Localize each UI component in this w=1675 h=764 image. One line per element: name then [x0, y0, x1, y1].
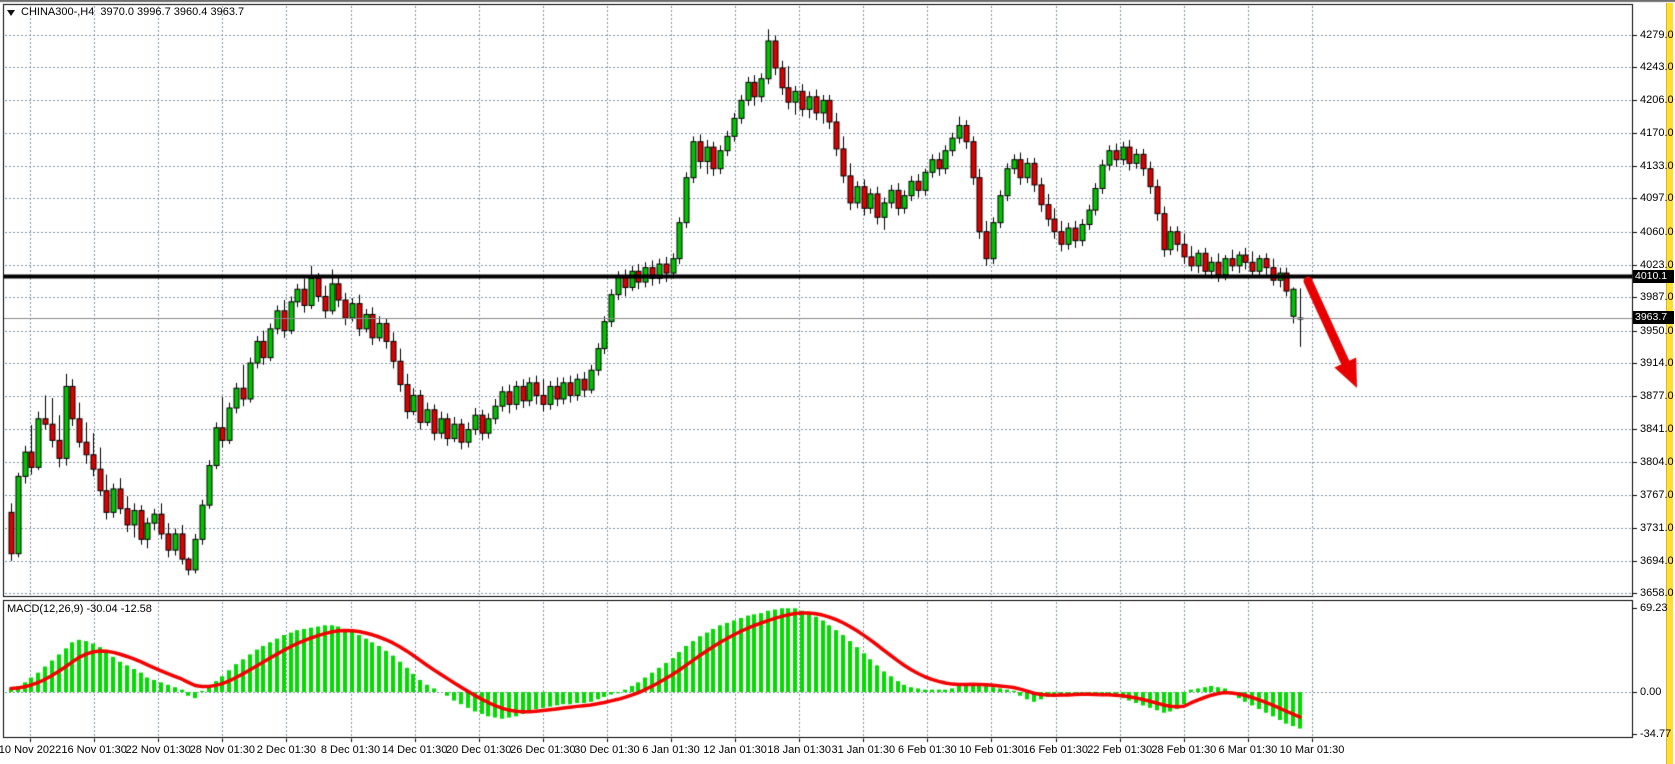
price-tick-label: 4023.0 — [1640, 258, 1674, 271]
time-tick-label: 31 Jan 01:30 — [831, 744, 896, 756]
ohlc-values: 3970.0 3996.7 3960.4 3963.7 — [100, 6, 245, 18]
time-tick-label: 18 Jan 01:30 — [767, 744, 831, 756]
time-tick-label: 22 Feb 01:30 — [1087, 744, 1153, 756]
price-tick-label: 3841.0 — [1640, 422, 1674, 435]
time-tick-label: 10 Mar 01:30 — [1279, 744, 1345, 756]
macd-tick-label: 69.23 — [1640, 602, 1668, 614]
price-tick-label: 3658.0 — [1640, 587, 1674, 600]
price-tick-label: 4279.0 — [1640, 28, 1674, 41]
price-tick-label: 3877.0 — [1640, 390, 1674, 403]
time-tick-label: 28 Feb 01:30 — [1151, 744, 1217, 756]
time-tick-label: 6 Mar 01:30 — [1218, 744, 1278, 756]
price-tick-label: 3950.0 — [1640, 324, 1674, 337]
price-tick-label: 3987.0 — [1640, 291, 1674, 304]
macd-indicator-label: MACD(12,26,9) -30.04 -12.58 — [7, 603, 152, 615]
time-tick-label: 30 Dec 01:30 — [574, 744, 640, 756]
time-tick-label: 16 Nov 01:30 — [61, 744, 127, 756]
price-tick-label: 4097.0 — [1640, 192, 1674, 205]
symbol-label: CHINA300-,H4 — [21, 6, 95, 18]
time-tick-label: 12 Jan 01:30 — [703, 744, 767, 756]
price-tick-label: 3694.0 — [1640, 554, 1674, 567]
hline-price-tag: 4010.1 — [1633, 269, 1674, 283]
time-tick-label: 2 Dec 01:30 — [256, 744, 317, 756]
time-tick-label: 20 Dec 01:30 — [445, 744, 512, 756]
time-tick-label: 26 Dec 01:30 — [510, 744, 576, 756]
price-tick-label: 4170.0 — [1640, 126, 1674, 139]
price-tick-label: 3914.0 — [1640, 357, 1674, 370]
current-price-tag: 3963.7 — [1633, 311, 1674, 325]
time-tick-label: 6 Feb 01:30 — [898, 744, 957, 756]
price-tick-label: 4133.0 — [1640, 160, 1674, 173]
time-tick-label: 14 Dec 01:30 — [381, 744, 448, 756]
symbol-dropdown-icon[interactable] — [7, 9, 15, 16]
right-edge-stripe — [1666, 3, 1673, 764]
price-tick-label: 3767.0 — [1640, 489, 1674, 502]
price-tick-label: 3804.0 — [1640, 455, 1674, 468]
time-tick-label: 10 Nov 2022 — [0, 744, 62, 756]
time-tick-label: 10 Feb 01:30 — [959, 744, 1024, 756]
macd-tick-label: 0.00 — [1640, 686, 1662, 699]
chart-title: CHINA300-,H4 3970.0 3996.7 3960.4 3963.7 — [7, 6, 244, 18]
price-tick-label: 4206.0 — [1640, 94, 1674, 107]
macd-tick-label: -34.77 — [1640, 728, 1672, 741]
time-tick-label: 16 Feb 01:30 — [1023, 744, 1089, 756]
time-tick-label: 22 Nov 01:30 — [125, 744, 191, 756]
price-tick-label: 4243.0 — [1640, 61, 1674, 74]
time-tick-label: 6 Jan 01:30 — [642, 744, 700, 756]
price-tick-label: 4060.0 — [1640, 225, 1674, 238]
time-tick-label: 8 Dec 01:30 — [320, 744, 381, 756]
time-tick-label: 28 Nov 01:30 — [189, 744, 256, 756]
price-tick-label: 3731.0 — [1640, 521, 1674, 534]
